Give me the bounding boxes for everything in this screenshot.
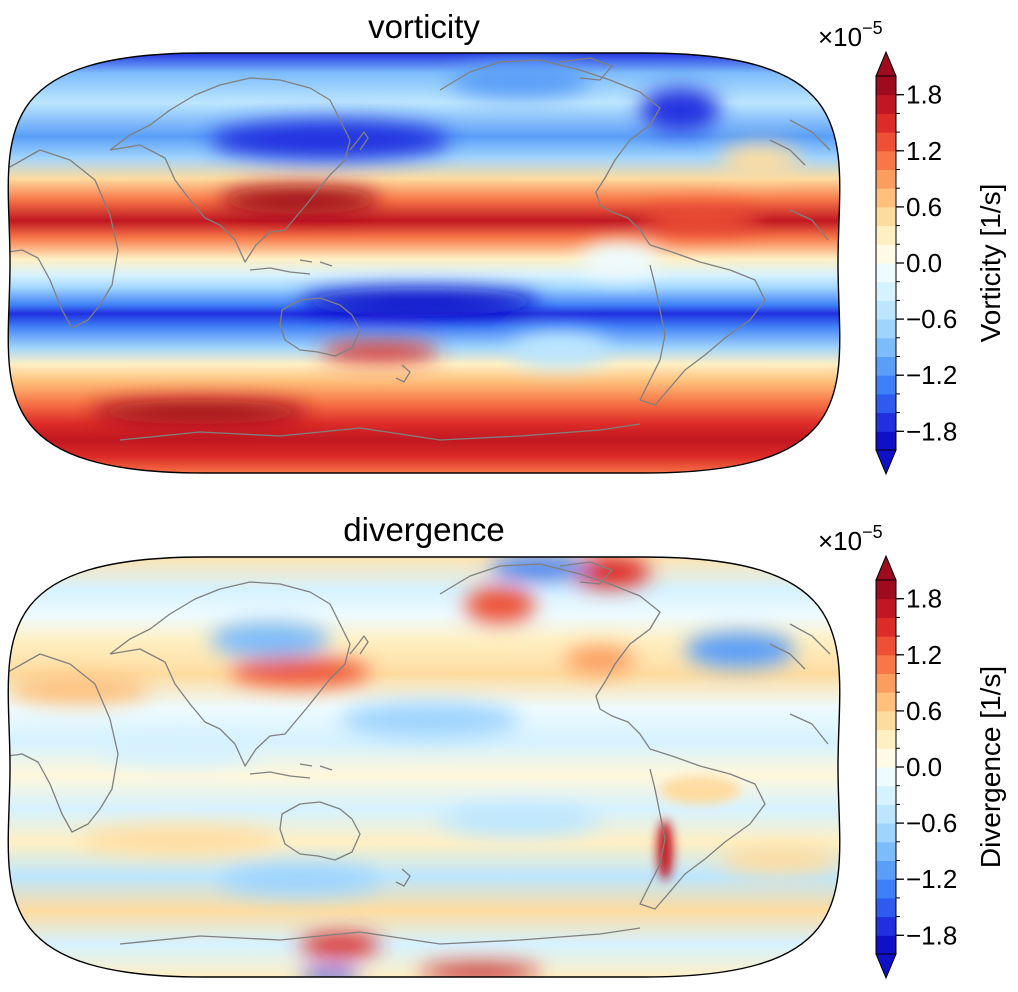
colorbar-level [876, 654, 896, 674]
colorbar-level [876, 431, 896, 451]
colorbar-tick-label: −0.6 [906, 808, 957, 838]
divergence-coastlines [8, 561, 831, 945]
colorbar-level [876, 356, 896, 376]
colorbar-level [876, 729, 896, 749]
colorbar-offset-text: ×10−5 [818, 522, 883, 556]
divergence-map [8, 557, 840, 977]
vorticity-map [8, 53, 840, 473]
colorbar-levels [876, 76, 896, 451]
colorbar-level [876, 748, 896, 768]
colorbar-level [876, 94, 896, 114]
colorbar-tick-label: 0.0 [906, 752, 942, 782]
colorbar-tick-label: 0.0 [906, 248, 942, 278]
colorbar-level [876, 281, 896, 301]
vorticity-coastlines [8, 57, 831, 441]
colorbar-level [876, 617, 896, 637]
colorbar-ticks: 1.8 1.2 0.6 0.0 −0.6 −1.2 −1.8 [896, 80, 957, 446]
colorbar-tick-label: −0.6 [906, 304, 957, 334]
colorbar-level [876, 710, 896, 731]
colorbar-level [876, 412, 896, 432]
colorbar-extend-max [875, 554, 897, 581]
colorbar-extend-max [875, 50, 897, 77]
divergence-panel: divergence [7, 511, 1006, 980]
map-boundary [7, 52, 841, 474]
divergence-colorbar: 1.8 1.2 0.6 0.0 −0.6 −1.2 −1.8 ×10−5 Divergenc… [818, 522, 1006, 980]
colorbar-level [876, 897, 896, 918]
colorbar-level [876, 879, 896, 899]
colorbar-level [876, 150, 896, 170]
colorbar-extend-min [875, 953, 897, 980]
colorbar-tick-label: −1.2 [906, 360, 957, 390]
colorbar-tick-label: 1.8 [906, 584, 942, 614]
colorbar-level [876, 823, 896, 843]
colorbar-level [876, 132, 896, 152]
colorbar-level [876, 692, 896, 712]
colorbar-level [876, 244, 896, 264]
map-boundary [7, 556, 841, 978]
colorbar-level [876, 636, 896, 656]
colorbar-level [876, 935, 896, 955]
colorbar-level [876, 263, 896, 283]
vorticity-panel: vorticity [7, 8, 1006, 476]
colorbar-tick-label: 0.6 [906, 192, 942, 222]
colorbar-level [876, 188, 896, 208]
colorbar-level [876, 337, 896, 357]
colorbar-level [876, 319, 896, 339]
colorbar-level [876, 804, 896, 824]
colorbar-level [876, 113, 896, 133]
colorbar-extend-min [875, 449, 897, 476]
colorbar-level [876, 206, 896, 227]
colorbar-offset-text: ×10−5 [818, 18, 883, 52]
colorbar-level [876, 916, 896, 936]
colorbar-tick-label: −1.8 [906, 416, 957, 446]
colorbar-level [876, 767, 896, 787]
colorbar-ticks: 1.8 1.2 0.6 0.0 −0.6 −1.2 −1.8 [896, 584, 957, 950]
colorbar-tick-label: 0.6 [906, 696, 942, 726]
colorbar-tick-label: 1.2 [906, 136, 942, 166]
colorbar-tick-label: 1.8 [906, 80, 942, 110]
colorbar-level [876, 393, 896, 414]
colorbar-level [876, 598, 896, 618]
colorbar-label: Divergence [1/s] [975, 666, 1006, 868]
colorbar-level [876, 300, 896, 320]
colorbar-tick-label: −1.2 [906, 864, 957, 894]
colorbar-tick-label: 1.2 [906, 640, 942, 670]
vorticity-colorbar: 1.8 1.2 0.6 0.0 −0.6 −1.2 −1.8 ×10−5 Vorticity… [818, 18, 1006, 476]
panel-title: vorticity [368, 8, 480, 45]
colorbar-tick-label: −1.8 [906, 920, 957, 950]
colorbar-label: Vorticity [1/s] [975, 184, 1006, 343]
colorbar-levels [876, 580, 896, 955]
panel-title: divergence [343, 511, 504, 548]
divergence-field [8, 557, 840, 977]
colorbar-level [876, 169, 896, 189]
colorbar-level [876, 860, 896, 880]
colorbar-level [876, 673, 896, 693]
colorbar-level [876, 375, 896, 395]
colorbar-level [876, 841, 896, 861]
colorbar-level [876, 225, 896, 245]
colorbar-level [876, 76, 896, 96]
colorbar-level [876, 580, 896, 600]
colorbar-level [876, 785, 896, 805]
